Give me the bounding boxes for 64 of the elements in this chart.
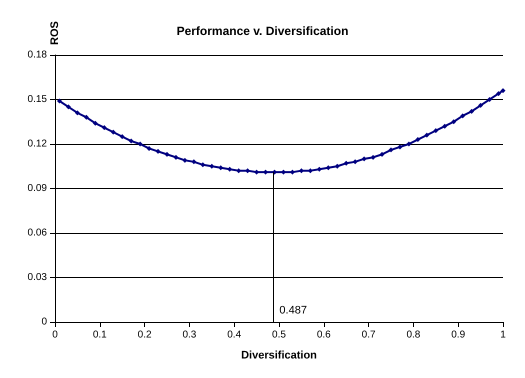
point xyxy=(380,152,385,157)
point xyxy=(156,148,161,154)
point xyxy=(370,154,376,160)
point xyxy=(415,137,420,142)
y-tick-label: 0.12 xyxy=(28,138,48,150)
y-tick-label: 0.03 xyxy=(28,272,48,283)
point xyxy=(334,164,340,169)
x-tick-label: 0.9 xyxy=(451,330,466,340)
point xyxy=(406,142,412,146)
x-tick-label: 0.3 xyxy=(182,330,197,340)
point xyxy=(227,166,232,172)
x-tick-label: 0.1 xyxy=(92,330,108,340)
x-tick-label: 0.7 xyxy=(362,330,376,340)
y-axis-title: ROS xyxy=(49,21,61,45)
point xyxy=(451,119,456,124)
point xyxy=(209,164,214,169)
x-tick-label: 0.6 xyxy=(316,330,332,340)
point xyxy=(298,168,304,174)
point xyxy=(56,98,62,104)
x-tick-label: 0.8 xyxy=(406,330,421,340)
point xyxy=(182,158,188,163)
y-tick-label: 0.09 xyxy=(28,183,48,194)
ref-line-label: 0.487 xyxy=(279,304,307,316)
point xyxy=(218,165,224,170)
point xyxy=(110,130,116,135)
x-tick-label: 0.4 xyxy=(227,330,242,340)
point xyxy=(92,120,98,126)
point xyxy=(460,113,466,118)
point xyxy=(102,125,107,130)
y-tick-label: 0.18 xyxy=(28,50,48,60)
point xyxy=(191,159,196,164)
x-axis-title: Diversification xyxy=(241,350,318,362)
point xyxy=(344,160,349,166)
point xyxy=(433,128,438,134)
point xyxy=(388,147,394,152)
point xyxy=(442,124,448,129)
point xyxy=(200,162,206,168)
point xyxy=(487,97,492,102)
y-tick-label: 0.06 xyxy=(28,228,48,238)
point xyxy=(316,166,322,172)
y-tick-label: 0.15 xyxy=(28,94,48,105)
point xyxy=(120,134,125,140)
point xyxy=(500,88,506,94)
x-tick-label: 0.2 xyxy=(138,330,152,340)
x-tick-label: 0.5 xyxy=(272,330,286,340)
point xyxy=(146,146,152,151)
point xyxy=(326,165,331,170)
chart-title: Performance v. Diversification xyxy=(176,24,348,38)
point xyxy=(496,91,502,96)
y-tick-label: 0 xyxy=(41,316,48,328)
point xyxy=(164,152,170,157)
point xyxy=(138,142,143,146)
point xyxy=(74,110,80,116)
point xyxy=(424,132,430,138)
point xyxy=(352,159,358,164)
x-tick-label: 0 xyxy=(52,330,58,340)
point xyxy=(128,138,134,144)
point xyxy=(84,114,89,120)
point xyxy=(478,102,484,108)
point xyxy=(469,108,474,114)
point xyxy=(397,144,402,150)
point xyxy=(66,104,71,110)
point xyxy=(173,154,178,160)
x-tick-label: 1 xyxy=(500,330,506,340)
